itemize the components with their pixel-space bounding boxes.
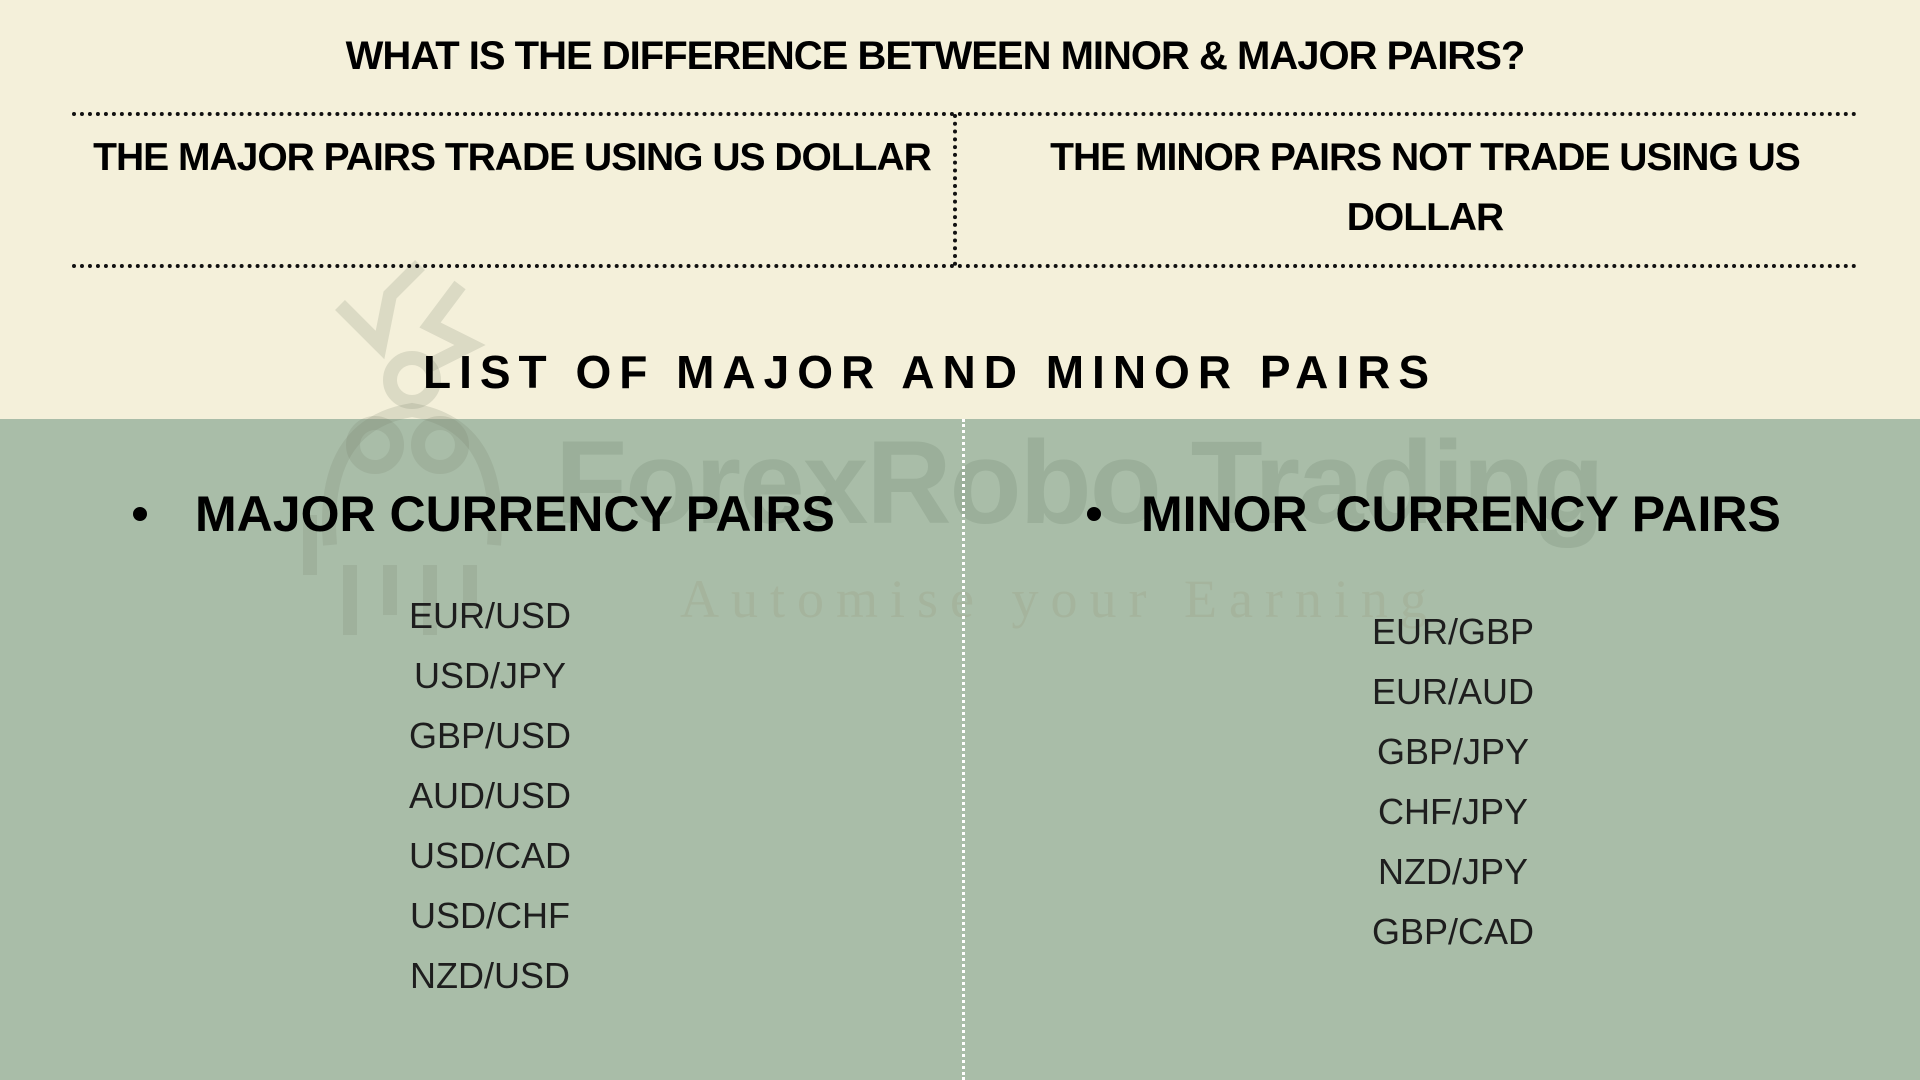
major-pairs-list: EUR/USD USD/JPY GBP/USD AUD/USD USD/CAD … (370, 586, 610, 1006)
list-item: USD/JPY (413, 655, 567, 696)
list-item: AUD/USD (408, 775, 572, 816)
list-title: LIST OF MAJOR AND MINOR PAIRS (423, 346, 1437, 398)
major-heading-text: MAJOR CURRENCY PAIRS (195, 486, 835, 542)
major-heading: MAJOR CURRENCY PAIRS (133, 485, 835, 543)
column-divider (962, 419, 965, 1080)
minor-description: THE MINOR PAIRS NOT TRADE USING US DOLLA… (1050, 136, 1801, 239)
bullet-icon (1087, 507, 1101, 521)
list-item: CHF/JPY (1377, 791, 1528, 832)
divider-bottom (72, 264, 1858, 268)
divider-top (72, 112, 1858, 116)
divider-vertical (953, 114, 957, 266)
list-item: USD/CHF (410, 895, 570, 936)
page-title: WHAT IS THE DIFFERENCE BETWEEN MINOR & M… (345, 34, 1526, 78)
list-item: EUR/GBP (1371, 611, 1535, 652)
list-item: USD/CAD (408, 835, 572, 876)
list-item: GBP/CAD (1371, 911, 1535, 952)
minor-pairs-list: EUR/GBP EUR/AUD GBP/JPY CHF/JPY NZD/JPY … (1333, 602, 1573, 962)
top-panel (0, 0, 1920, 419)
list-item: NZD/USD (410, 955, 570, 996)
minor-heading: MINOR CURRENCY PAIRS (1087, 485, 1781, 543)
list-item: EUR/AUD (1371, 671, 1535, 712)
bottom-panel (0, 419, 1920, 1080)
list-item: EUR/USD (408, 595, 572, 636)
major-description: THE MAJOR PAIRS TRADE USING US DOLLAR (93, 136, 932, 179)
list-item: GBP/JPY (1376, 731, 1530, 772)
list-item: NZD/JPY (1377, 851, 1528, 892)
minor-heading-text: MINOR CURRENCY PAIRS (1141, 486, 1781, 542)
list-item: GBP/USD (408, 715, 572, 756)
bullet-icon (133, 507, 147, 521)
